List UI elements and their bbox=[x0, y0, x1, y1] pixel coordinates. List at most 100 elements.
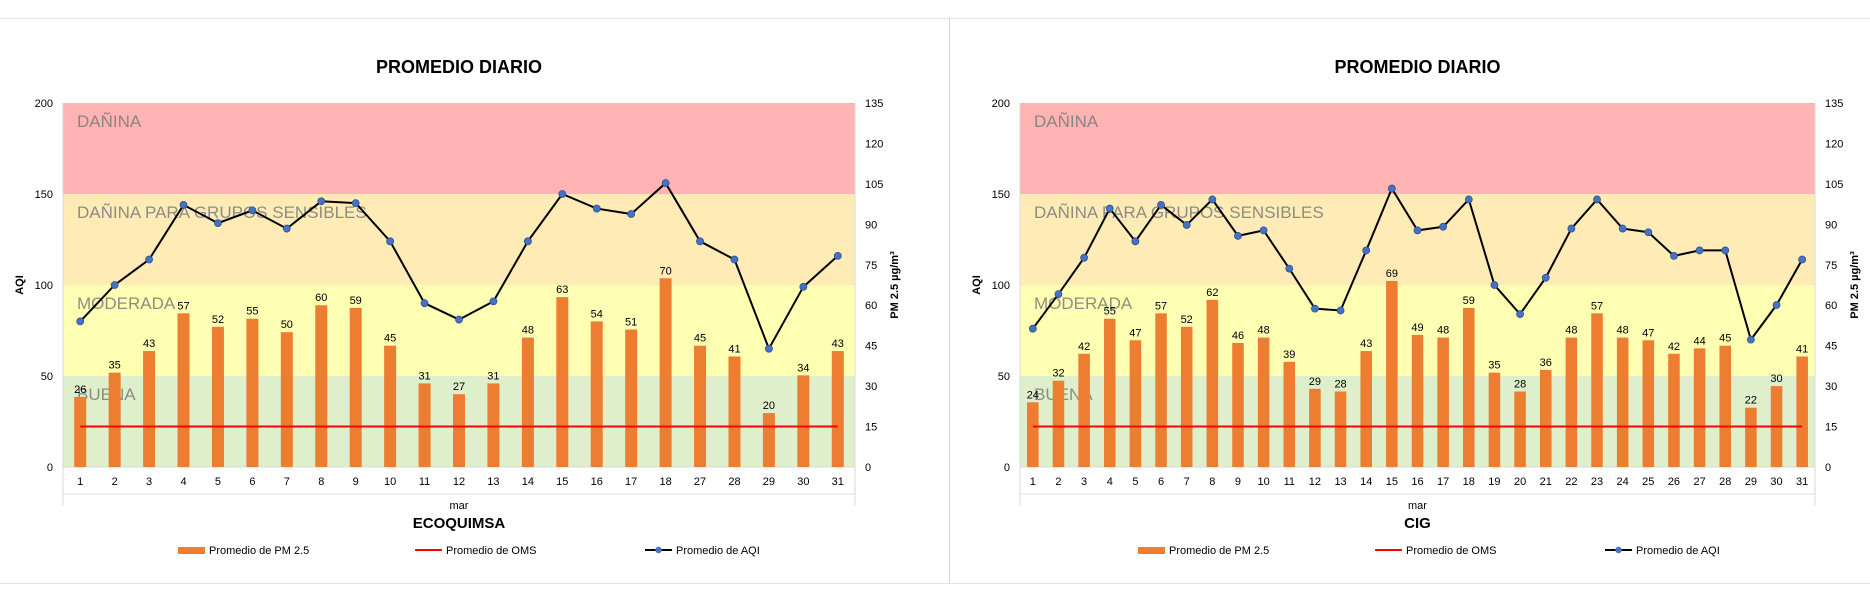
band-danina-grupos-sensibles-label: DAÑINA PARA GRUPOS SENSIBLES bbox=[77, 203, 367, 222]
x-tick-label: 27 bbox=[694, 476, 706, 488]
x-tick-label: 17 bbox=[625, 476, 637, 488]
pm25-bar-label: 50 bbox=[281, 319, 293, 331]
pm25-bar bbox=[1693, 348, 1706, 467]
aqi-point bbox=[1516, 310, 1524, 319]
pm25-bar-label: 24 bbox=[1027, 389, 1039, 401]
aqi-point bbox=[1054, 290, 1063, 299]
pm25-bar bbox=[108, 372, 121, 467]
pm25-bar bbox=[521, 337, 534, 467]
y-tick-label: 50 bbox=[41, 371, 53, 383]
pm25-bar bbox=[418, 383, 431, 467]
pm25-bar bbox=[74, 396, 87, 467]
pm25-bar bbox=[1616, 337, 1629, 467]
x-tick-label: 1 bbox=[77, 476, 83, 488]
pm25-bar bbox=[1309, 388, 1321, 467]
pm25-bar-label: 39 bbox=[1283, 349, 1295, 361]
aqi-point bbox=[248, 206, 257, 215]
x-tick-label: 13 bbox=[1334, 476, 1346, 488]
y-tick-label: 50 bbox=[998, 371, 1010, 383]
aqi-point bbox=[1285, 264, 1294, 273]
aqi-point bbox=[1362, 246, 1371, 255]
pm25-bar-label: 45 bbox=[694, 333, 706, 345]
x-tick-label: 9 bbox=[1235, 476, 1241, 488]
pm25-bar-label: 30 bbox=[1770, 373, 1782, 385]
y2-tick-label: 60 bbox=[1825, 300, 1837, 312]
bottom-divider-line bbox=[0, 583, 1870, 584]
y2-tick-label: 90 bbox=[1825, 219, 1837, 231]
pm25-bar bbox=[1514, 391, 1526, 467]
band-moderada-label: MODERADA bbox=[1034, 294, 1133, 313]
pm25-bar bbox=[1565, 337, 1578, 467]
pm25-bar bbox=[315, 305, 328, 467]
y2-axis-title: PM 2.5 µg/m³ bbox=[889, 251, 901, 319]
x-tick-label: 3 bbox=[1081, 476, 1087, 488]
band-danina-grupos-sensibles bbox=[1020, 194, 1815, 285]
aqi-point bbox=[455, 315, 463, 324]
chart-divider bbox=[949, 18, 950, 584]
x-tick-label: 6 bbox=[249, 476, 255, 488]
pm25-bar-label: 41 bbox=[1796, 343, 1808, 355]
pm25-bar bbox=[1103, 318, 1116, 467]
band-danina-grupos-sensibles bbox=[63, 194, 855, 285]
x-tick-label: 10 bbox=[384, 476, 396, 488]
pm25-bar-label: 43 bbox=[143, 338, 155, 350]
x-tick-label: 5 bbox=[215, 476, 221, 488]
y-tick-label: 0 bbox=[47, 462, 53, 474]
pm25-bar-label: 57 bbox=[1591, 300, 1603, 312]
aqi-point bbox=[1028, 324, 1037, 333]
legend-aqi-label: Promedio de AQI bbox=[676, 545, 760, 557]
aqi-point bbox=[110, 281, 119, 289]
pm25-bar bbox=[1232, 342, 1244, 467]
pm25-bar-label: 42 bbox=[1668, 341, 1680, 353]
y2-tick-label: 75 bbox=[1825, 260, 1837, 272]
pm25-bar bbox=[1283, 361, 1296, 467]
aqi-point bbox=[1259, 226, 1268, 235]
x-tick-label: 30 bbox=[1770, 476, 1782, 488]
x-tick-label: 6 bbox=[1158, 476, 1164, 488]
x-tick-label: 31 bbox=[832, 476, 844, 488]
y-axis-title: AQI bbox=[14, 275, 26, 295]
y2-tick-label: 15 bbox=[1825, 422, 1837, 434]
pm25-bar bbox=[1206, 299, 1219, 467]
x-tick-label: 10 bbox=[1258, 476, 1270, 488]
pm25-bar-label: 35 bbox=[1488, 360, 1500, 372]
aqi-point bbox=[1695, 246, 1704, 255]
aqi-point bbox=[1644, 228, 1653, 237]
x-tick-label: 14 bbox=[522, 476, 534, 488]
pm25-bar-label: 48 bbox=[1258, 325, 1270, 337]
x-tick-label: 27 bbox=[1693, 476, 1705, 488]
pm25-bar-label: 31 bbox=[418, 370, 430, 382]
y2-tick-label: 60 bbox=[865, 300, 877, 312]
aqi-point bbox=[282, 224, 291, 233]
aqi-point bbox=[1798, 255, 1807, 264]
x-tick-label: 1 bbox=[1030, 476, 1036, 488]
aqi-point bbox=[730, 255, 739, 264]
aqi-point bbox=[833, 251, 842, 260]
x-tick-label: 30 bbox=[797, 476, 809, 488]
y2-tick-label: 15 bbox=[865, 422, 877, 434]
aqi-point bbox=[592, 204, 601, 213]
pm25-bar bbox=[1027, 402, 1039, 467]
pm25-bar-label: 55 bbox=[1104, 306, 1116, 318]
aqi-point bbox=[1439, 222, 1448, 231]
pm25-bar-label: 55 bbox=[246, 306, 258, 318]
legend-pm25-swatch bbox=[1138, 547, 1165, 554]
pm25-bar bbox=[384, 345, 397, 467]
pm25-bar-label: 51 bbox=[625, 316, 637, 328]
y2-tick-label: 75 bbox=[865, 260, 877, 272]
aqi-point bbox=[1464, 195, 1473, 204]
pm25-bar bbox=[1155, 313, 1167, 467]
pm25-bar bbox=[762, 413, 775, 467]
y2-tick-label: 135 bbox=[865, 98, 883, 110]
pm25-bar-label: 48 bbox=[522, 325, 534, 337]
aqi-point bbox=[1721, 246, 1730, 255]
aqi-point bbox=[1772, 301, 1781, 309]
y2-tick-label: 45 bbox=[1825, 341, 1837, 353]
pm25-bar bbox=[211, 326, 224, 467]
pm25-bar bbox=[797, 375, 810, 467]
x-tick-label: 22 bbox=[1565, 476, 1577, 488]
aqi-point bbox=[523, 237, 532, 246]
pm25-bar-label: 46 bbox=[1232, 330, 1244, 342]
pm25-bar-label: 54 bbox=[591, 308, 603, 320]
pm25-bar-label: 44 bbox=[1693, 335, 1705, 347]
